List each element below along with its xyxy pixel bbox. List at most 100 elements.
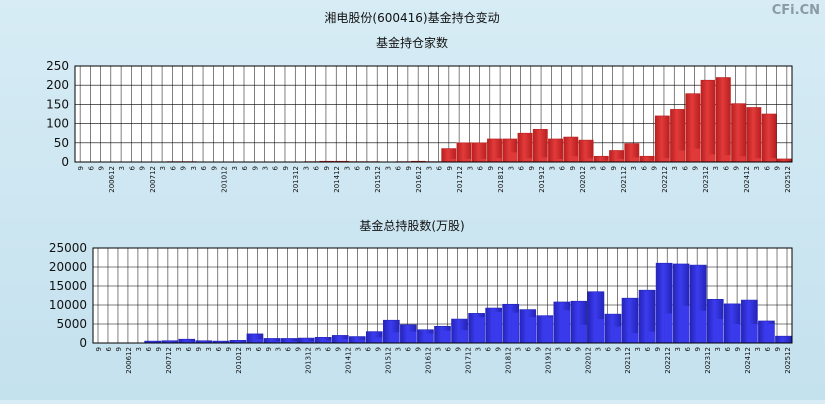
x-tick-label: 3 bbox=[671, 166, 679, 170]
x-tick-label: 6 bbox=[255, 346, 263, 351]
x-tick-label: 6 bbox=[354, 165, 362, 170]
x-tick-label: 9 bbox=[98, 166, 106, 170]
x-tick-label: 201712 bbox=[456, 166, 464, 193]
x-tick-label: 9 bbox=[694, 347, 702, 351]
page-title: 湘电股份(600416)基金持仓变动 bbox=[324, 10, 499, 25]
bar-series-2 bbox=[495, 158, 501, 162]
x-tick-label: 9 bbox=[774, 347, 782, 351]
x-tick-label: 201012 bbox=[221, 166, 229, 193]
x-tick-label: 201012 bbox=[235, 347, 243, 374]
x-tick-label: 9 bbox=[282, 166, 290, 170]
bar-series-2 bbox=[678, 150, 684, 162]
bar-series-2 bbox=[256, 339, 263, 343]
x-tick-label: 202212 bbox=[664, 347, 672, 374]
chart1-title: 基金持仓家数 bbox=[376, 35, 448, 50]
x-tick-label: 3 bbox=[548, 166, 556, 170]
bar-series-2 bbox=[580, 325, 587, 343]
x-tick-label: 9 bbox=[614, 347, 622, 351]
x-tick-label: 3 bbox=[753, 166, 761, 170]
x-tick-label: 9 bbox=[446, 166, 454, 170]
y-tick-label: 250 bbox=[46, 59, 69, 73]
watermark: CFi.CN bbox=[772, 3, 820, 18]
y-tick-label: 25000 bbox=[49, 241, 87, 255]
bar-series-2 bbox=[341, 339, 348, 343]
bar-series-2 bbox=[663, 158, 669, 162]
x-tick-label: 6 bbox=[436, 165, 444, 170]
x-tick-label: 9 bbox=[323, 166, 331, 170]
x-tick-label: 6 bbox=[272, 165, 280, 170]
x-tick-label: 9 bbox=[265, 347, 273, 351]
bar-series-2 bbox=[392, 332, 399, 343]
x-tick-label: 6 bbox=[325, 346, 333, 351]
x-tick-label: 9 bbox=[574, 347, 582, 351]
x-tick-label: 3 bbox=[245, 347, 253, 351]
x-tick-label: 202112 bbox=[624, 347, 632, 374]
bar-series-2 bbox=[716, 319, 723, 343]
bar-series-2 bbox=[477, 317, 484, 343]
x-tick-label: 9 bbox=[405, 166, 413, 170]
bar-series-2 bbox=[443, 330, 450, 343]
x-tick-label: 202012 bbox=[579, 166, 587, 193]
bar-series-1 bbox=[747, 107, 761, 162]
bar-series-2 bbox=[529, 317, 536, 343]
x-tick-label: 201812 bbox=[497, 166, 505, 193]
x-tick-label: 3 bbox=[315, 347, 323, 351]
x-tick-label: 9 bbox=[534, 347, 542, 351]
bar-series-2 bbox=[460, 330, 467, 343]
x-tick-label: 9 bbox=[180, 166, 188, 170]
x-tick-label: 9 bbox=[610, 166, 618, 170]
bar-series-2 bbox=[767, 324, 774, 343]
bar-series-2 bbox=[494, 312, 501, 343]
x-tick-label: 6 bbox=[405, 346, 413, 351]
x-tick-label: 3 bbox=[395, 347, 403, 351]
x-tick-label: 3 bbox=[425, 166, 433, 170]
x-tick-label: 9 bbox=[225, 347, 233, 351]
x-tick-label: 201612 bbox=[425, 347, 433, 374]
x-tick-label: 3 bbox=[594, 347, 602, 351]
x-tick-label: 6 bbox=[169, 165, 177, 170]
x-tick-label: 3 bbox=[474, 347, 482, 351]
x-tick-label: 9 bbox=[139, 166, 147, 170]
x-tick-label: 6 bbox=[604, 346, 612, 351]
x-tick-label: 3 bbox=[231, 166, 239, 170]
x-tick-label: 6 bbox=[145, 346, 153, 351]
x-tick-label: 201912 bbox=[544, 347, 552, 374]
x-tick-label: 6 bbox=[684, 346, 692, 351]
bar-series-2 bbox=[572, 156, 578, 162]
bar-series-1 bbox=[655, 116, 669, 162]
x-tick-label: 6 bbox=[105, 346, 113, 351]
x-tick-label: 9 bbox=[335, 347, 343, 351]
bar-series-2 bbox=[770, 158, 776, 162]
bar-series-2 bbox=[426, 334, 433, 344]
x-tick-label: 9 bbox=[733, 166, 741, 170]
x-tick-label: 6 bbox=[128, 165, 136, 170]
x-tick-label: 201512 bbox=[374, 166, 382, 193]
bar-series-2 bbox=[724, 155, 730, 162]
y-tick-label: 15000 bbox=[49, 279, 87, 293]
x-tick-label: 9 bbox=[654, 347, 662, 351]
x-tick-label: 3 bbox=[466, 166, 474, 170]
y-tick-label: 0 bbox=[79, 336, 87, 350]
x-tick-label: 3 bbox=[261, 166, 269, 170]
x-tick-label: 6 bbox=[484, 346, 492, 351]
x-tick-label: 3 bbox=[554, 347, 562, 351]
x-tick-label: 3 bbox=[175, 347, 183, 351]
x-tick-label: 201412 bbox=[345, 347, 353, 374]
x-tick-label: 3 bbox=[159, 166, 167, 170]
x-tick-label: 202412 bbox=[743, 166, 751, 193]
y-tick-label: 200 bbox=[46, 78, 69, 92]
x-tick-label: 6 bbox=[313, 165, 321, 170]
bar-series-2 bbox=[375, 337, 382, 343]
x-tick-label: 6 bbox=[724, 346, 732, 351]
x-tick-label: 9 bbox=[364, 166, 372, 170]
x-tick-label: 3 bbox=[205, 347, 213, 351]
y-tick-label: 50 bbox=[54, 136, 69, 150]
bar-series-2 bbox=[563, 310, 570, 343]
x-tick-label: 9 bbox=[195, 347, 203, 351]
bar-series-2 bbox=[614, 327, 621, 343]
x-tick-label: 3 bbox=[507, 166, 515, 170]
x-tick-label: 9 bbox=[95, 347, 103, 351]
